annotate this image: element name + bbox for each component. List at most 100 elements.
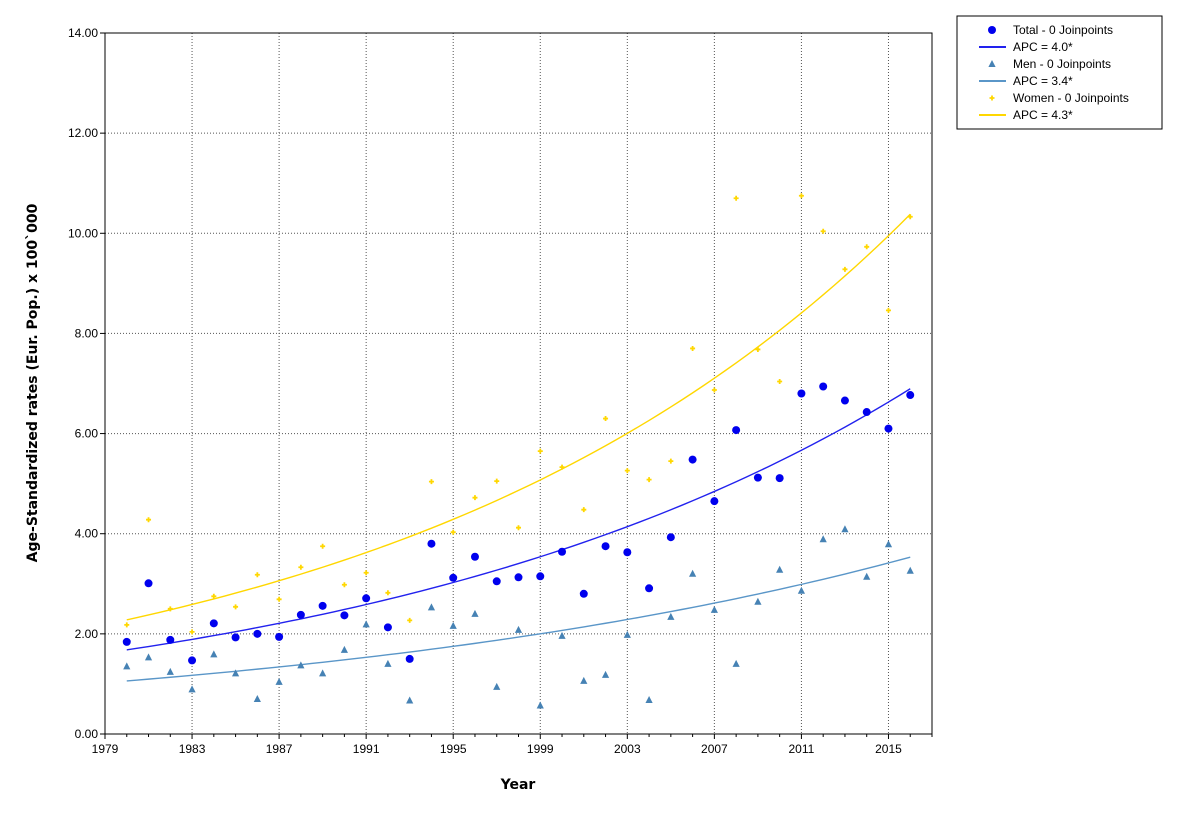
legend-label: Men - 0 Joinpoints — [1013, 57, 1111, 71]
y-tick-label: 12.00 — [68, 126, 98, 140]
women-data-point — [494, 478, 500, 484]
men-data-point — [493, 682, 501, 690]
women-data-point — [146, 517, 152, 523]
x-tick-label: 2007 — [701, 742, 728, 756]
y-tick-label: 10.00 — [68, 226, 98, 240]
women-data-point — [276, 596, 282, 602]
x-axis: 1979 1983 1987 1991 1995 1999 2003 2007 2011 2015 — [92, 734, 933, 756]
women-data-point — [603, 416, 609, 422]
men-data-point — [863, 572, 871, 580]
x-tick-label: 1991 — [353, 742, 380, 756]
women-data-point — [428, 479, 434, 485]
men-data-point — [710, 605, 718, 613]
trend-lines — [126, 213, 911, 682]
total-data-point — [383, 623, 392, 632]
women-data-point — [341, 582, 347, 588]
men-data-point — [580, 676, 588, 684]
legend-label: APC = 3.4* — [1013, 74, 1073, 88]
total-data-point — [188, 656, 197, 665]
women-data-point — [385, 590, 391, 596]
women-data-point — [646, 477, 652, 483]
women-data-point — [559, 464, 565, 470]
total-data-point — [819, 382, 828, 391]
women-data-point — [233, 604, 239, 610]
legend-box — [956, 15, 1163, 130]
men-data-point — [319, 669, 327, 677]
total-data-point — [209, 619, 218, 628]
women-data-point — [407, 617, 413, 623]
men-data-point — [841, 525, 849, 533]
women-data-point — [864, 244, 870, 250]
women-data-point — [907, 214, 913, 220]
total-data-point — [558, 547, 567, 556]
women-data-point — [124, 622, 130, 628]
men-data-point — [558, 631, 566, 639]
total-data-point — [470, 552, 479, 561]
total-data-point — [797, 389, 806, 398]
men-data-point — [362, 620, 370, 628]
women-data-point — [450, 529, 456, 535]
x-tick-label: 2011 — [789, 742, 815, 756]
y-axis-title: Age-Standardized rates (Eur. Pop.) x 100… — [25, 203, 41, 562]
men-data-point — [906, 566, 914, 574]
men-data-point — [340, 645, 348, 653]
total-data-point — [492, 577, 501, 586]
men-data-point — [689, 569, 697, 577]
total-data-point — [753, 473, 762, 482]
y-tick-label: 4.00 — [75, 527, 99, 541]
total-data-point — [884, 424, 893, 433]
total-data-point — [296, 610, 305, 619]
legend-marker — [989, 95, 995, 101]
x-tick-label: 1983 — [179, 742, 206, 756]
total-data-point — [275, 632, 284, 641]
total-data-point — [623, 548, 632, 557]
y-tick-label: 14.00 — [68, 26, 98, 40]
men-data-point — [471, 609, 479, 617]
legend-marker — [988, 26, 996, 34]
men-data-point — [623, 630, 631, 638]
trend-line — [126, 556, 911, 682]
trend-line — [126, 388, 911, 651]
men-data-point — [601, 670, 610, 678]
women-data-point — [755, 346, 761, 352]
women-data-point — [624, 468, 630, 474]
x-tick-label: 1995 — [440, 742, 467, 756]
women-data-point — [516, 525, 521, 531]
women-data-point — [254, 572, 260, 578]
women-data-point — [167, 606, 173, 612]
women-data-point — [537, 448, 543, 454]
women-data-point — [189, 629, 195, 635]
men-data-point — [210, 650, 218, 658]
men-data-point — [275, 677, 283, 685]
women-data-point — [777, 378, 783, 384]
women-data-point — [472, 495, 478, 501]
total-data-point — [840, 396, 849, 405]
women-data-point — [842, 266, 848, 272]
men-data-point — [797, 586, 806, 594]
total-data-point — [362, 594, 371, 603]
women-data-point — [668, 458, 674, 464]
men-data-point — [645, 695, 653, 703]
legend-label: APC = 4.3* — [1013, 108, 1073, 122]
women-data-point — [733, 195, 739, 201]
x-tick-label: 1999 — [527, 742, 554, 756]
y-tick-label: 2.00 — [75, 627, 99, 641]
total-data-point — [122, 637, 131, 646]
men-data-point — [449, 621, 457, 629]
men-data-point — [884, 540, 893, 548]
total-data-point — [601, 542, 610, 551]
total-data-point — [862, 408, 871, 417]
men-data-point — [166, 667, 174, 675]
y-axis: 0.00 2.00 4.00 6.00 8.00 10.00 12.00 14.00 — [68, 26, 105, 741]
data-points — [122, 193, 915, 709]
women-data-point — [798, 193, 804, 199]
x-tick-label: 1979 — [92, 742, 119, 756]
legend-label: Women - 0 Joinpoints — [1013, 91, 1129, 105]
men-data-point — [754, 597, 762, 605]
total-data-point — [253, 629, 262, 638]
x-tick-label: 2003 — [614, 742, 641, 756]
y-tick-label: 0.00 — [75, 727, 99, 741]
legend-label: Total - 0 Joinpoints — [1013, 23, 1113, 37]
trend-line — [126, 213, 911, 621]
